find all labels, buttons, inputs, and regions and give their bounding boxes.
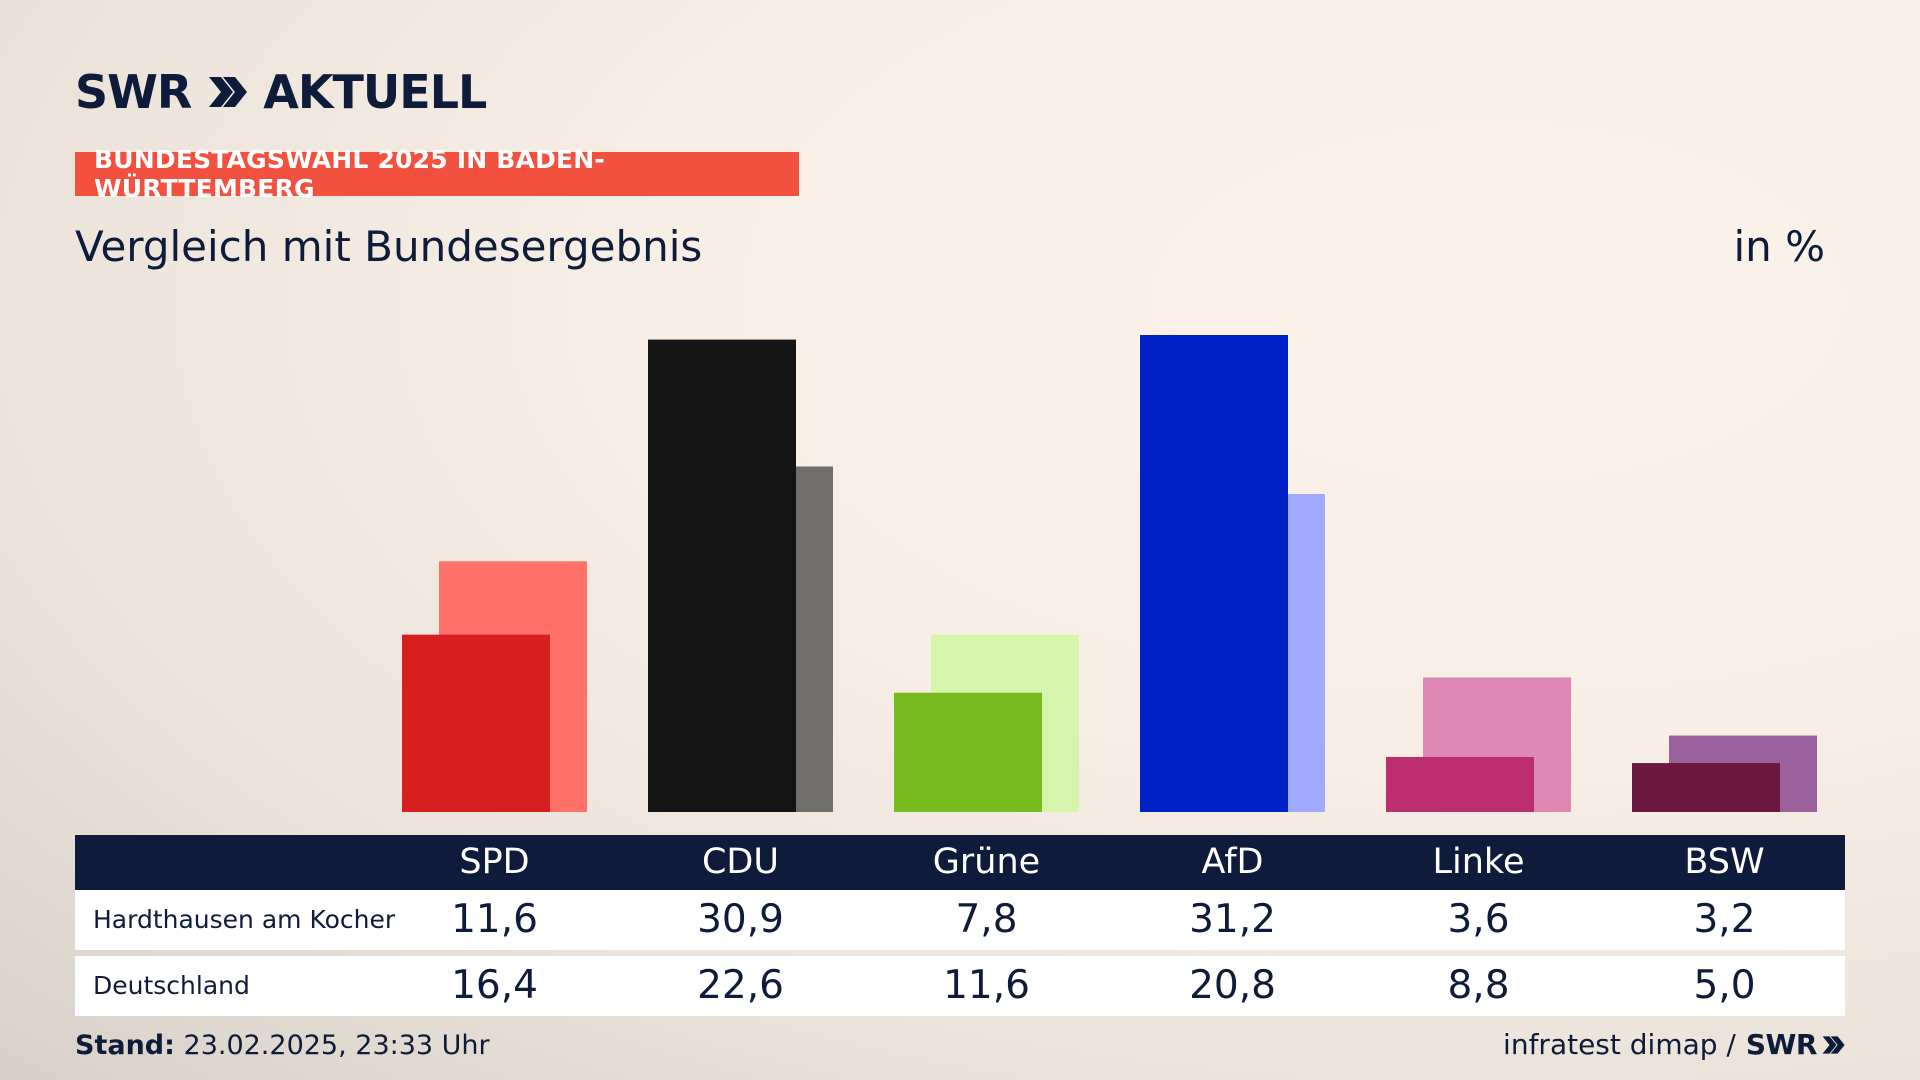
value-local-gruene: 7,8 <box>955 897 1018 942</box>
results-table: SPD CDU Grüne AfD Linke BSW Hardthausen am Ko… <box>75 835 1845 1016</box>
value-local-afd: 31,2 <box>1189 897 1276 942</box>
table-row-national: Deutschland 16,4 22,6 11,6 20,8 8,8 5,0 <box>75 956 1845 1016</box>
header-bsw: BSW <box>1684 842 1765 882</box>
small-double-chevron-icon <box>1822 1035 1845 1054</box>
bar-local-linke <box>1386 756 1534 812</box>
value-national-bsw: 5,0 <box>1693 963 1756 1008</box>
bar-local-spd <box>402 634 550 812</box>
small-logo-text: SWR <box>1745 1028 1818 1061</box>
value-national-afd: 20,8 <box>1189 963 1276 1008</box>
chart-unit: in % <box>1733 222 1825 271</box>
value-national-gruene: 11,6 <box>943 963 1030 1008</box>
header-spd: SPD <box>459 842 530 882</box>
row-label-local: Hardthausen am Kocher <box>93 905 396 934</box>
source-text: infratest dimap / <box>1503 1028 1736 1061</box>
header-linke: Linke <box>1432 842 1525 882</box>
header-afd: AfD <box>1201 842 1264 882</box>
header-gruene: Grüne <box>932 842 1041 882</box>
bar-local-bsw <box>1632 763 1780 812</box>
value-local-cdu: 30,9 <box>697 897 784 942</box>
source-credit: infratest dimap / SWR <box>1503 1028 1845 1061</box>
value-national-spd: 16,4 <box>451 963 538 1008</box>
value-local-bsw: 3,2 <box>1693 897 1756 942</box>
swr-small-logo: SWR <box>1746 1028 1845 1061</box>
stand-label: Stand: <box>75 1030 175 1061</box>
table-header: SPD CDU Grüne AfD Linke BSW <box>75 835 1845 890</box>
chart-title: Vergleich mit Bundesergebnis <box>75 222 703 271</box>
value-national-cdu: 22,6 <box>697 963 784 1008</box>
bar-local-afd <box>1140 335 1288 812</box>
logo-aktuell-text: AKTUELL <box>263 65 487 119</box>
timestamp: Stand: 23.02.2025, 23:33 Uhr <box>75 1030 490 1061</box>
value-local-linke: 3,6 <box>1447 897 1510 942</box>
bar-local-gruene <box>894 692 1042 812</box>
bar-local-cdu <box>648 339 796 812</box>
value-local-spd: 11,6 <box>451 897 538 942</box>
value-national-linke: 8,8 <box>1447 963 1510 1008</box>
table-row-local: Hardthausen am Kocher 11,6 30,9 7,8 31,2 3,6… <box>75 890 1845 950</box>
header-cdu: CDU <box>701 842 779 882</box>
logo-swr-text: SWR <box>75 65 192 119</box>
double-chevron-icon <box>209 77 248 107</box>
row-label-national: Deutschland <box>93 971 250 1000</box>
stand-value: 23.02.2025, 23:33 Uhr <box>183 1030 490 1061</box>
swr-aktuell-logo: SWR AKTUELL <box>75 65 487 119</box>
